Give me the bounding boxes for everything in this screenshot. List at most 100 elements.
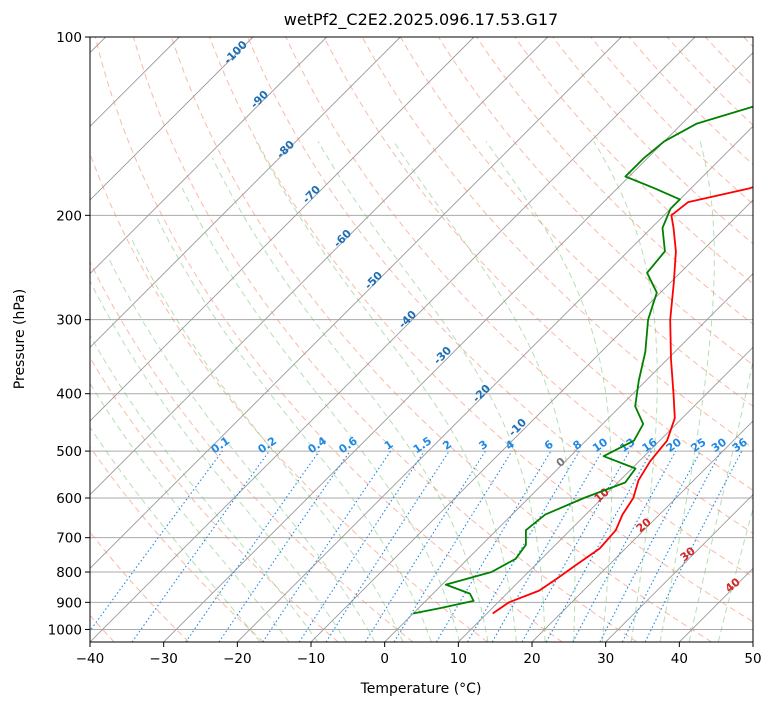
moist-adiabat-label: 30 bbox=[678, 544, 698, 564]
temperature-line bbox=[492, 186, 753, 615]
dry-adiabat-label: -90 bbox=[248, 88, 271, 111]
plot-frame bbox=[89, 36, 754, 643]
mixing-ratio-line bbox=[131, 450, 270, 642]
dry-adiabat-line bbox=[628, 37, 753, 166]
moist-adiabat-line bbox=[211, 157, 489, 642]
isotherm-line bbox=[90, 37, 548, 496]
dry-adiabat-line bbox=[90, 260, 414, 642]
y-tick-label: 500 bbox=[56, 444, 82, 460]
moist-adiabat-line bbox=[90, 279, 347, 642]
mixing-ratio-label: 3 bbox=[477, 438, 491, 453]
dry-adiabat-line bbox=[209, 37, 753, 623]
sounding-profiles bbox=[412, 105, 753, 615]
y-tick-label: 1000 bbox=[48, 622, 82, 638]
moist-adiabat-line bbox=[90, 382, 290, 642]
moist-adiabat-line bbox=[90, 426, 261, 642]
mixing-ratio-line bbox=[491, 450, 603, 642]
dry-adiabat-line bbox=[476, 37, 753, 325]
mixing-ratio-label: 8 bbox=[571, 438, 585, 453]
dry-adiabat-line bbox=[399, 37, 753, 407]
y-tick-label: 900 bbox=[56, 595, 82, 611]
mixing-ratio-line bbox=[218, 450, 351, 642]
mixing-ratio-label: 6 bbox=[542, 438, 556, 453]
mixing-ratio-label: 0.4 bbox=[306, 434, 330, 456]
isotherm-line bbox=[752, 641, 753, 642]
y-tick-label: 700 bbox=[56, 531, 82, 547]
isotherm-line bbox=[90, 37, 475, 422]
mixing-ratio-label: 25 bbox=[689, 436, 709, 455]
mixing-ratio-line bbox=[545, 450, 653, 642]
isotherm-line bbox=[90, 37, 622, 569]
background-lines bbox=[90, 37, 753, 642]
moist-adiabat-line bbox=[317, 141, 546, 642]
isotherm-line bbox=[531, 420, 753, 642]
dry-adiabat-label: -50 bbox=[362, 269, 385, 292]
dry-adiabat-label: -40 bbox=[396, 308, 419, 331]
x-axis-label: Temperature (°C) bbox=[360, 681, 482, 697]
y-tick-label: 200 bbox=[56, 208, 82, 224]
dry-adiabat-label: -60 bbox=[331, 227, 354, 250]
mixing-ratio-line bbox=[521, 450, 630, 642]
mixing-ratio-line bbox=[364, 450, 486, 642]
mixing-ratio-line bbox=[435, 450, 552, 642]
moist-adiabat-line bbox=[255, 141, 517, 642]
x-axis: −40 −30 −20 −10 0 10 20 30 40 50 bbox=[76, 642, 762, 667]
mixing-ratio-line bbox=[325, 450, 450, 642]
line-labels: 0.1 0.2 0.4 0.6 1 1.5 2 3 4 6 8 10 13 16 20 25 30 36-100-… bbox=[209, 38, 750, 595]
y-tick-label: 600 bbox=[56, 491, 82, 507]
isotherm-line bbox=[310, 199, 753, 642]
dry-adiabat-line bbox=[132, 37, 638, 642]
dewpoint-line bbox=[412, 105, 753, 615]
dry-adiabat-line bbox=[704, 37, 753, 87]
mixing-ratio-label: 20 bbox=[664, 435, 684, 455]
mixing-ratio-line bbox=[467, 450, 580, 642]
mixing-ratio-line bbox=[185, 450, 320, 642]
y-tick-label: 800 bbox=[56, 565, 82, 581]
y-tick-label: 300 bbox=[56, 313, 82, 329]
mixing-ratio-line bbox=[572, 450, 677, 642]
dry-adiabat-label: -70 bbox=[300, 183, 323, 206]
mixing-ratio-label: 0.6 bbox=[336, 434, 360, 456]
mixing-ratio-line bbox=[298, 450, 425, 642]
dry-adiabat-line bbox=[171, 37, 712, 642]
x-tick-label: 10 bbox=[450, 651, 467, 667]
dry-adiabat-line bbox=[90, 356, 339, 642]
chart-title: wetPf2_C2E2.2025.096.17.53.G17 bbox=[284, 10, 558, 30]
x-tick-label: 50 bbox=[744, 651, 761, 667]
isotherm-line bbox=[90, 37, 254, 201]
mixing-ratio-line bbox=[262, 450, 392, 642]
moist-adiabat-label: 40 bbox=[723, 575, 743, 595]
isotherm-line bbox=[163, 52, 753, 642]
mixing-ratio-line bbox=[393, 450, 513, 642]
dry-adiabat-label: -100 bbox=[221, 38, 250, 67]
dry-adiabat-line bbox=[323, 37, 753, 491]
isotherm-line bbox=[605, 494, 753, 642]
x-tick-label: −20 bbox=[223, 651, 252, 667]
moist-adiabat-line bbox=[155, 215, 432, 642]
moist-adiabat-line bbox=[107, 256, 376, 642]
isotherm-line bbox=[384, 273, 753, 642]
y-axis-label: Pressure (hPa) bbox=[12, 289, 28, 389]
moist-adiabat-line bbox=[393, 141, 576, 642]
isotherm-line bbox=[458, 346, 753, 642]
moist-adiabat-label: 20 bbox=[634, 515, 654, 535]
moist-adiabat-line bbox=[593, 141, 658, 642]
dry-adiabat-line bbox=[90, 531, 190, 642]
x-tick-label: −40 bbox=[76, 651, 105, 667]
dry-adiabat-line bbox=[247, 37, 753, 578]
moist-adiabat-line bbox=[688, 358, 753, 642]
y-tick-label: 100 bbox=[56, 30, 82, 46]
x-tick-label: 20 bbox=[523, 651, 540, 667]
mixing-ratio-label: 30 bbox=[709, 435, 729, 455]
moist-adiabat-line bbox=[90, 334, 319, 642]
dry-adiabat-line bbox=[437, 37, 753, 366]
mixing-ratio-label: 0.1 bbox=[209, 434, 232, 456]
mixing-ratio-label: 1.5 bbox=[411, 434, 434, 456]
x-tick-label: 0 bbox=[380, 651, 389, 667]
isotherm-line bbox=[90, 37, 327, 275]
y-axis: 1000 900 800 700 600 500 400 300 200 100 bbox=[48, 30, 90, 638]
dry-adiabat-line bbox=[90, 152, 488, 642]
mixing-ratio-label: 2 bbox=[440, 438, 454, 453]
mixing-ratio-label: 1 bbox=[382, 438, 396, 453]
